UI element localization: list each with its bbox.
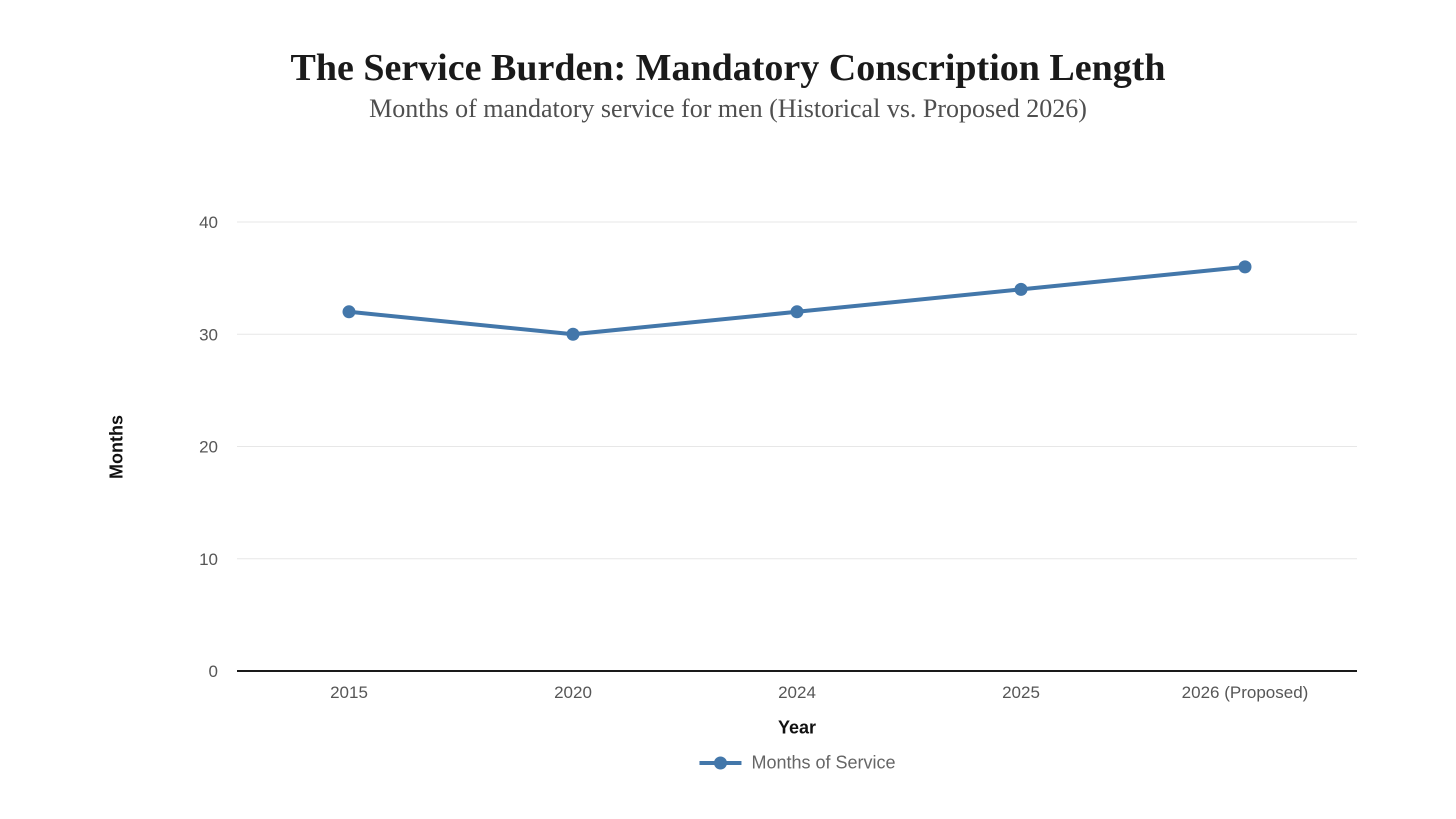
legend-line-marker-icon [699,756,742,770]
data-point [342,305,356,319]
x-tick-label: 2024 [778,683,816,702]
y-tick-label: 30 [199,325,218,344]
x-tick-label: 2026 (Proposed) [1182,683,1309,702]
legend-series-label: Months of Service [751,752,896,773]
y-tick-label: 40 [199,213,218,232]
data-point [790,305,804,319]
x-tick-label: 2015 [330,683,368,702]
y-tick-label: 10 [199,550,218,569]
x-tick-label: 2025 [1002,683,1040,702]
data-line [347,264,1247,337]
chart-title: The Service Burden: Mandatory Conscripti… [290,47,1166,89]
x-tick-label: 2020 [554,683,592,702]
x-axis-title: Year [777,717,817,738]
chart-subtitle: Months of mandatory service for men (His… [369,94,1087,123]
data-point [566,327,580,341]
y-axis-title: Months [106,415,127,479]
y-tick-label: 0 [209,662,218,681]
y-tick-label: 20 [199,438,218,457]
data-point [1014,282,1028,296]
legend: Months of Service [698,752,896,774]
data-point [1238,260,1252,274]
